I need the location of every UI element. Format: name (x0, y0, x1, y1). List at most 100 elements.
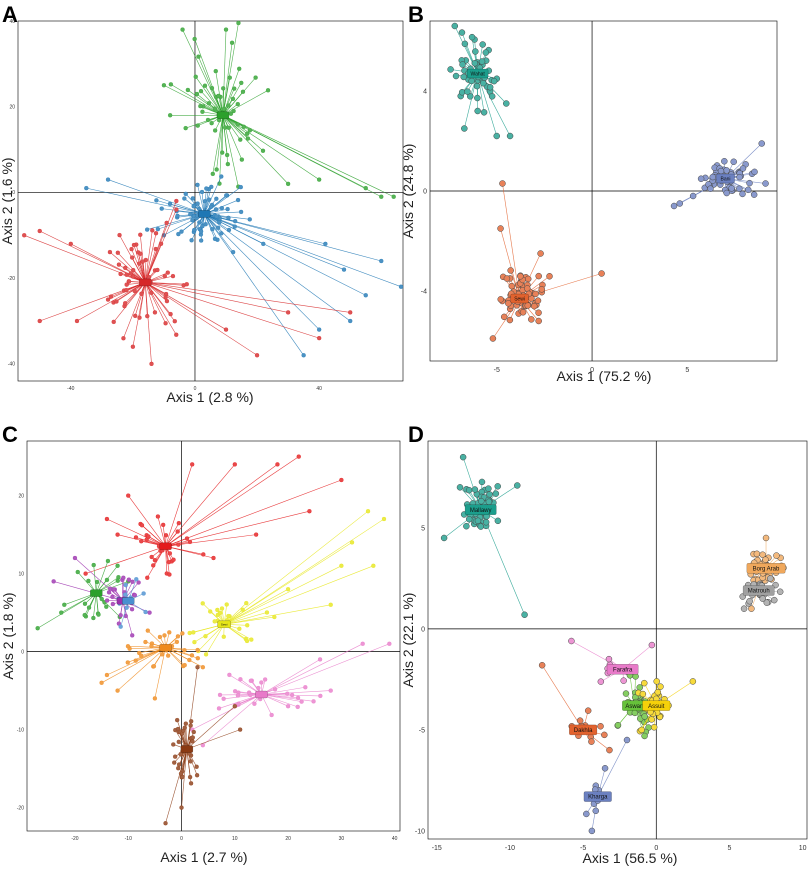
data-point (72, 555, 78, 561)
data-point (176, 766, 181, 771)
data-point (51, 579, 56, 584)
spoke-line (222, 42, 233, 116)
spoke-line (134, 282, 146, 316)
spoke-line (222, 115, 243, 160)
data-point (167, 630, 172, 635)
panel-letter-a: A (2, 2, 18, 27)
data-point (175, 529, 180, 534)
data-point (212, 106, 218, 111)
data-point (452, 72, 460, 80)
spoke-line (145, 282, 351, 313)
centroid-box (159, 643, 172, 652)
data-point (182, 725, 187, 730)
spoke-line (186, 729, 241, 750)
data-point (339, 477, 344, 483)
data-point (188, 723, 193, 728)
spoke-line (224, 565, 374, 625)
y-tick-label: -10 (415, 828, 425, 835)
spoke-line (204, 213, 216, 240)
spoke-line (204, 213, 304, 356)
data-point (391, 194, 396, 199)
data-point (500, 313, 508, 321)
data-point (639, 690, 647, 698)
data-point (121, 336, 126, 341)
data-point (187, 657, 192, 663)
data-point (105, 558, 111, 564)
data-point (178, 752, 183, 757)
data-point (203, 652, 209, 657)
data-point (490, 77, 498, 85)
data-point (528, 316, 535, 323)
centroid-label: Mallawy (464, 504, 497, 515)
data-point (125, 644, 131, 649)
data-point (118, 624, 123, 629)
group-name-label: Borg Arab (753, 566, 780, 572)
data-point (221, 696, 226, 701)
data-point (461, 125, 468, 132)
spoke-line (165, 464, 193, 547)
data-point (763, 599, 771, 606)
data-point (221, 634, 226, 639)
x-tick-label: -15 (432, 845, 442, 852)
data-point (216, 93, 221, 99)
data-point (295, 695, 301, 701)
data-point (202, 199, 208, 204)
data-point (180, 631, 185, 636)
spoke-line (195, 76, 224, 116)
data-point (107, 586, 113, 591)
data-point (748, 605, 755, 612)
spoke-line (223, 694, 262, 700)
group-name-label: Farafra (613, 667, 633, 673)
data-point (753, 550, 761, 558)
spoke-line (229, 674, 262, 695)
x-tick-label: -20 (71, 836, 78, 842)
series-group (161, 20, 396, 199)
data-point (96, 612, 101, 617)
data-point (247, 217, 252, 222)
data-point (519, 309, 527, 316)
data-point (269, 712, 274, 718)
spoke-line (224, 616, 275, 625)
group-name-label: Dakhla (574, 728, 593, 734)
data-point (132, 288, 137, 294)
data-point (514, 482, 521, 489)
data-point (176, 542, 181, 547)
data-point (272, 687, 278, 692)
data-point (348, 318, 353, 324)
data-point (235, 197, 241, 203)
data-point (170, 273, 176, 279)
data-point (84, 185, 89, 191)
data-point (86, 605, 92, 610)
data-point (133, 658, 138, 663)
series-group (190, 641, 392, 748)
data-point (200, 601, 205, 606)
spoke-line (202, 694, 262, 746)
data-point (463, 522, 470, 530)
data-point (459, 61, 466, 68)
spoke-line (185, 115, 224, 129)
data-point (195, 656, 200, 661)
data-point (137, 315, 142, 320)
data-point (141, 591, 146, 596)
data-point (82, 601, 88, 606)
y-tick-label: -20 (17, 805, 24, 811)
data-point (195, 201, 200, 206)
x-tick-label: 30 (339, 836, 345, 842)
data-point (285, 587, 291, 592)
spoke-line (145, 282, 258, 356)
data-point (576, 717, 584, 724)
spoke-line (109, 251, 146, 283)
data-point (762, 180, 769, 187)
spoke-line (261, 659, 321, 695)
x-axis-label-a: Axis 1 (2.8 %) (166, 389, 253, 405)
data-point (198, 229, 204, 234)
spoke-line (198, 56, 224, 116)
y-tick-label: 5 (421, 525, 425, 532)
data-point (240, 89, 246, 94)
data-point (128, 271, 133, 276)
spoke-line (205, 624, 225, 655)
x-tick-label: 0 (194, 386, 197, 392)
y-axis-label-b: Axis 2 (24.8 %) (400, 144, 416, 239)
data-point (149, 361, 154, 367)
data-point (157, 634, 163, 640)
